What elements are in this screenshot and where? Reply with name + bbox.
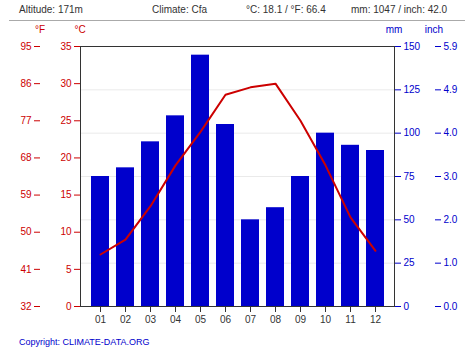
svg-text:5.9: 5.9 <box>444 41 458 52</box>
svg-text:05: 05 <box>195 314 207 325</box>
svg-text:11: 11 <box>345 314 356 325</box>
svg-text:04: 04 <box>170 314 182 325</box>
svg-text:5: 5 <box>66 264 72 275</box>
svg-text:02: 02 <box>120 314 132 325</box>
svg-text:08: 08 <box>270 314 282 325</box>
svg-text:10: 10 <box>60 226 72 237</box>
svg-text:1.0: 1.0 <box>444 257 458 268</box>
svg-text:35: 35 <box>60 41 72 52</box>
svg-text:4.9: 4.9 <box>444 84 458 95</box>
svg-text:95: 95 <box>20 41 32 52</box>
svg-text:25: 25 <box>404 257 416 268</box>
svg-text:0: 0 <box>404 301 410 312</box>
svg-text:15: 15 <box>60 189 72 200</box>
svg-text:86: 86 <box>20 78 32 89</box>
html-text:inch: inch <box>424 24 444 35</box>
svg-text:59: 59 <box>20 189 32 200</box>
html-text:Copyright: CLIMATE-DATA.ORG: Copyright: CLIMATE-DATA.ORG <box>19 337 150 347</box>
svg-text:50: 50 <box>20 226 32 237</box>
html-text:Altitude: 171m: Altitude: 171m <box>19 4 83 15</box>
svg-text:01: 01 <box>95 314 107 325</box>
html-text:Climate: Cfa: Climate: Cfa <box>152 4 207 15</box>
svg-text:125: 125 <box>404 84 421 95</box>
svg-text:03: 03 <box>145 314 157 325</box>
svg-text:25: 25 <box>60 115 72 126</box>
svg-text:10: 10 <box>320 314 332 325</box>
html-text:°F: °F <box>34 24 46 35</box>
svg-text:50: 50 <box>404 214 416 225</box>
svg-text:3.0: 3.0 <box>444 171 458 182</box>
html-text:°C: 18.1 / °F: 66.4: °C: 18.1 / °F: 66.4 <box>246 4 326 15</box>
svg-text:2.0: 2.0 <box>444 214 458 225</box>
svg-text:07: 07 <box>245 314 257 325</box>
svg-text:0.0: 0.0 <box>444 301 458 312</box>
svg-text:68: 68 <box>20 152 32 163</box>
svg-text:12: 12 <box>370 314 382 325</box>
html-text:°C: °C <box>74 24 86 35</box>
svg-text:30: 30 <box>60 78 72 89</box>
html-text:mm: mm <box>385 24 403 35</box>
svg-text:100: 100 <box>404 127 421 138</box>
svg-text:77: 77 <box>20 115 32 126</box>
svg-text:4.0: 4.0 <box>444 127 458 138</box>
svg-text:06: 06 <box>220 314 232 325</box>
svg-text:0: 0 <box>66 301 72 312</box>
svg-text:41: 41 <box>20 264 32 275</box>
svg-text:20: 20 <box>60 152 72 163</box>
svg-text:150: 150 <box>404 41 421 52</box>
svg-text:09: 09 <box>295 314 307 325</box>
html-text:mm: 1047 / inch: 42.0: mm: 1047 / inch: 42.0 <box>351 4 448 15</box>
svg-text:32: 32 <box>20 301 32 312</box>
svg-text:75: 75 <box>404 171 416 182</box>
